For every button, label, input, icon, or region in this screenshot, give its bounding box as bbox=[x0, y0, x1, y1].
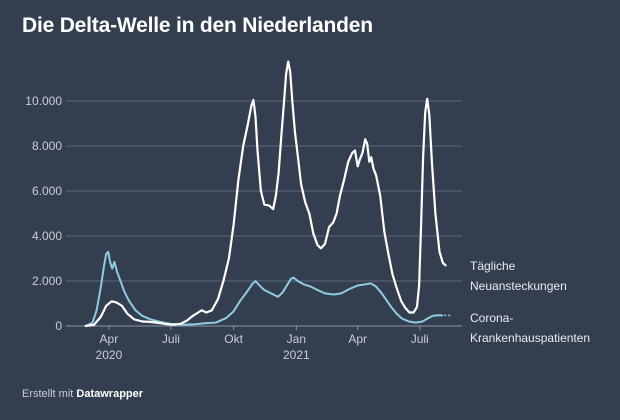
hospital-line bbox=[84, 250, 444, 327]
credit-brand: Datawrapper bbox=[76, 388, 144, 400]
hospital-series-label: Corona- bbox=[470, 311, 513, 325]
x-tick-labels: Apr 2020 Juli Okt Jan 2021 Apr Juli bbox=[96, 326, 429, 362]
y-tick-label: 0 bbox=[55, 319, 62, 333]
y-tick-label: 4.000 bbox=[32, 229, 62, 243]
x-tick-label: Juli bbox=[162, 332, 180, 346]
y-tick-labels: 0 2.000 4.000 6.000 8.000 10.000 bbox=[25, 94, 62, 333]
chart-title: Die Delta-Welle in den Niederlanden bbox=[22, 14, 373, 37]
x-tick-label: Jan bbox=[287, 332, 306, 346]
footer-credit: Erstellt mit Datawrapper bbox=[22, 388, 143, 400]
cases-series-label: Neuansteckungen bbox=[470, 279, 567, 293]
x-tick-year-label: 2021 bbox=[283, 348, 310, 362]
x-tick-label: Juli bbox=[411, 332, 429, 346]
cases-series-label: Tägliche bbox=[470, 259, 516, 273]
x-tick-label: Apr bbox=[100, 332, 119, 346]
y-tick-label: 8.000 bbox=[32, 139, 62, 153]
gridlines bbox=[66, 100, 462, 327]
y-tick-label: 6.000 bbox=[32, 184, 62, 198]
credit-prefix: Erstellt mit bbox=[22, 388, 74, 400]
y-tick-label: 10.000 bbox=[25, 94, 62, 108]
hospital-series-label: Krankenhauspatienten bbox=[470, 331, 590, 345]
series-labels: Tägliche Neuansteckungen Corona- Krankenhau… bbox=[470, 259, 590, 345]
cases-line bbox=[84, 60, 447, 328]
x-tick-label: Apr bbox=[348, 332, 367, 346]
series-lines bbox=[84, 60, 453, 328]
x-tick-year-label: 2020 bbox=[96, 348, 123, 362]
x-tick-label: Okt bbox=[224, 332, 243, 346]
y-tick-label: 2.000 bbox=[32, 274, 62, 288]
